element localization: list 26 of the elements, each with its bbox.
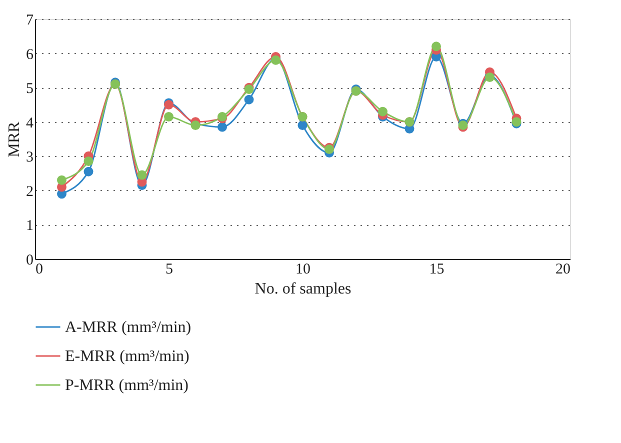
point (218, 122, 227, 132)
point (244, 94, 254, 104)
x-axis-title: No. of samples (254, 280, 352, 298)
legend-label: P-MRR (mm³/min) (65, 377, 188, 394)
point (298, 120, 308, 130)
y-tick-label: 4 (26, 115, 34, 132)
y-tick-label: 1 (26, 218, 34, 234)
point (137, 170, 147, 180)
x-tick-label: 5 (166, 262, 173, 278)
y-tick-label: 3 (26, 150, 34, 166)
x-tick-label: 10 (296, 262, 310, 278)
point (84, 166, 94, 176)
point (84, 156, 94, 166)
x-tick-label: 20 (556, 262, 570, 278)
x-tick-label: 15 (429, 262, 444, 278)
y-axis-title: MRR (6, 121, 23, 158)
legend-label: A-MRR (mm³/min) (65, 319, 192, 336)
y-tick-label: 6 (26, 46, 34, 63)
point (378, 106, 388, 116)
point (164, 112, 174, 122)
y-tick-label: 2 (26, 184, 34, 200)
y-tick-label: 5 (26, 81, 34, 98)
legend-label: E-MRR (mm³/min) (65, 348, 190, 365)
point (432, 42, 441, 52)
point (57, 175, 66, 185)
y-tick-label: 7 (26, 12, 34, 28)
